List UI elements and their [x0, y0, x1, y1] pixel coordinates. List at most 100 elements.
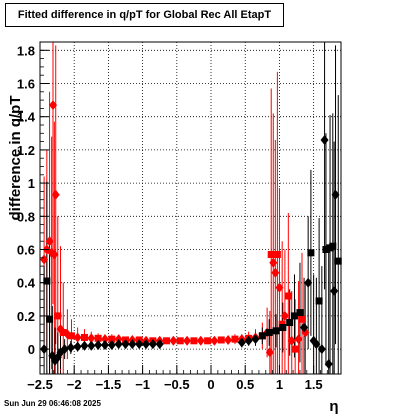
data-point-diamond — [135, 339, 144, 350]
data-point-diamond — [50, 249, 59, 260]
data-point-diamond — [324, 359, 333, 370]
x-tick-label: −1.5 — [96, 377, 122, 392]
data-point-diamond — [331, 189, 340, 200]
data-point-square — [231, 335, 239, 343]
data-point-diamond — [304, 277, 313, 288]
data-point-square — [290, 312, 298, 320]
data-point-diamond — [94, 339, 103, 350]
x-tick-label: 0 — [207, 377, 214, 392]
data-point-diamond — [210, 335, 219, 346]
data-point-diamond — [121, 339, 130, 350]
data-point-diamond — [317, 344, 326, 355]
data-point-diamond — [330, 286, 339, 296]
data-point-diamond — [280, 310, 289, 321]
data-point-diamond — [294, 334, 303, 345]
data-point-square — [296, 309, 304, 317]
data-point-diamond — [100, 339, 109, 350]
chart-title: Fitted difference in q/pT for Global Rec… — [5, 3, 284, 27]
data-point-square — [334, 257, 342, 265]
x-tick-label: −1 — [135, 377, 150, 392]
plot-frame — [39, 41, 342, 375]
data-point-square — [284, 292, 292, 300]
data-point-diamond — [275, 282, 284, 293]
data-point-square — [190, 337, 198, 345]
data-point-square — [54, 312, 62, 320]
data-point-diamond — [107, 339, 116, 350]
data-point-diamond — [271, 267, 280, 278]
y-tick-label: 0.8 — [17, 209, 35, 224]
data-point-square — [59, 329, 67, 336]
data-point-diamond — [269, 257, 278, 268]
data-point-diamond — [148, 339, 157, 350]
data-point-diamond — [287, 335, 296, 346]
data-point-diamond — [142, 339, 151, 350]
data-point-diamond — [312, 339, 321, 350]
data-point-diamond — [87, 340, 96, 351]
y-tick-label: 0 — [28, 342, 35, 357]
data-point-diamond — [51, 189, 60, 200]
data-point-diamond — [100, 334, 109, 345]
data-point-diamond — [48, 100, 57, 111]
data-point-square — [279, 324, 287, 332]
data-point-diamond — [45, 236, 54, 247]
y-tick-label: 1.6 — [17, 77, 35, 92]
y-tick-label: 1.2 — [17, 143, 35, 158]
data-point-square — [329, 242, 337, 250]
grid — [39, 42, 341, 374]
data-point-square — [286, 319, 294, 327]
x-tick-label: −2.5 — [27, 377, 53, 392]
data-point-square — [272, 327, 280, 335]
data-point-square — [267, 250, 275, 258]
y-tick-label: 1.8 — [17, 43, 35, 58]
data-point-square — [204, 337, 212, 345]
data-point-square — [43, 277, 51, 285]
data-point-diamond — [251, 334, 260, 345]
data-point-square — [80, 333, 88, 341]
y-tick-label: 1.4 — [17, 110, 36, 125]
data-point-diamond — [40, 254, 49, 265]
data-point-square — [46, 315, 54, 323]
data-point-diamond — [73, 341, 82, 352]
data-point-square — [94, 334, 102, 342]
x-tick-label: 0.5 — [236, 377, 254, 392]
data-point-square — [176, 337, 184, 345]
x-tick-label: 1.5 — [305, 377, 323, 392]
x-axis: −2.5 −2 −1.5 −1 −0.5 0 0.5 1 1.5 — [27, 365, 342, 392]
data-point-diamond — [169, 335, 178, 346]
markers — [40, 100, 342, 370]
x-tick-label: 1 — [276, 377, 283, 392]
data-point-diamond — [224, 334, 233, 345]
y-tick-label: 0.6 — [17, 243, 35, 258]
error-bars — [43, 42, 339, 374]
data-point-square — [298, 315, 306, 323]
data-point-square — [217, 336, 225, 344]
timestamp: Sun Jun 29 06:46:08 2025 — [4, 399, 101, 408]
y-axis: 0 0.2 0.4 0.6 0.8 1 1.2 1.4 1.6 1.8 — [17, 41, 49, 367]
data-point-square — [322, 246, 330, 253]
data-point-diamond — [237, 337, 246, 348]
data-point-diamond — [87, 333, 96, 344]
x-tick-label: −0.5 — [164, 377, 190, 392]
data-point-diamond — [300, 322, 309, 333]
data-point-diamond — [196, 335, 205, 346]
data-point-square — [108, 335, 116, 343]
y-tick-label: 0.4 — [17, 276, 36, 291]
data-point-square — [315, 297, 323, 305]
x-axis-title: η — [329, 398, 338, 414]
data-point-square — [258, 332, 266, 340]
y-axis-title: difference in q/pT — [7, 95, 24, 220]
data-point-square — [307, 249, 315, 257]
data-point-diamond — [73, 332, 82, 343]
data-point-square — [163, 337, 171, 345]
data-point-square — [291, 345, 299, 353]
data-point-diamond — [128, 339, 137, 350]
data-point-square — [273, 250, 281, 258]
data-point-diamond — [80, 340, 89, 351]
x-tick-label: −2 — [67, 377, 82, 392]
data-point-diamond — [66, 342, 75, 353]
data-point-diamond — [244, 335, 253, 346]
data-point-diamond — [183, 335, 192, 346]
data-point-diamond — [155, 339, 164, 350]
data-point-diamond — [265, 347, 274, 358]
